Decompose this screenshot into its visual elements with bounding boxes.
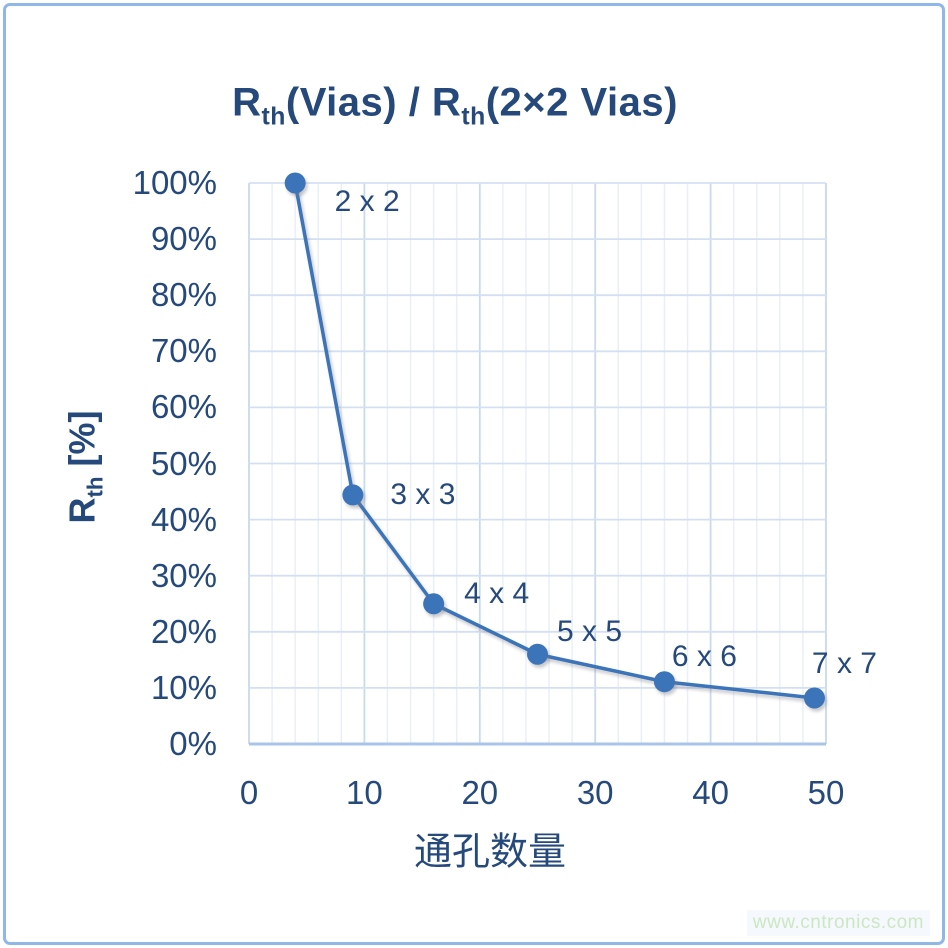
x-tick-label: 50: [807, 774, 845, 811]
y-tick-label: 90%: [150, 220, 217, 258]
y-tick-label: 50%: [150, 444, 217, 482]
chart-title: Rth(Vias) / Rth(2×2 Vias): [232, 81, 678, 132]
plot-svg: [248, 172, 827, 746]
subscript-text: th: [261, 103, 286, 131]
y-tick-label: 20%: [150, 612, 217, 650]
data-point-marker: [284, 172, 306, 194]
y-tick-label: 60%: [150, 388, 217, 426]
x-tick-label: 30: [576, 774, 614, 811]
x-tick-label: 10: [346, 774, 383, 811]
subscript-text: th: [461, 103, 486, 131]
y-tick-label: 40%: [150, 500, 217, 538]
data-point-marker: [423, 593, 445, 615]
y-tick-label: 10%: [150, 668, 217, 706]
y-tick-label: 0%: [169, 725, 217, 762]
data-point-marker: [342, 484, 364, 506]
y-tick-label: 70%: [150, 332, 217, 370]
y-tick-label: 30%: [150, 556, 217, 594]
y-tick-label: 100%: [132, 164, 217, 201]
x-tick-label: 0: [239, 774, 259, 811]
data-point-marker: [653, 671, 675, 693]
x-tick-label: 20: [461, 774, 499, 811]
text-segment: (2×2 Vias): [485, 80, 678, 125]
series-line: [293, 182, 815, 700]
watermark: www.cntronics.com: [746, 910, 930, 936]
x-axis-title: 通孔数量: [413, 831, 567, 874]
x-tick-label: 40: [692, 774, 729, 811]
data-point-marker: [527, 643, 548, 665]
text-segment: R: [232, 80, 262, 125]
y-axis-ticks: 0% 10% 20% 30% 40% 50% 60% 70% 80% 90% 100%: [0, 164, 217, 762]
data-point-marker: [803, 687, 825, 709]
x-axis-ticks: 0 10 20 30 40 50: [240, 744, 845, 814]
y-tick-label: 80%: [150, 276, 217, 314]
text-segment: (Vias) / R: [285, 80, 462, 125]
